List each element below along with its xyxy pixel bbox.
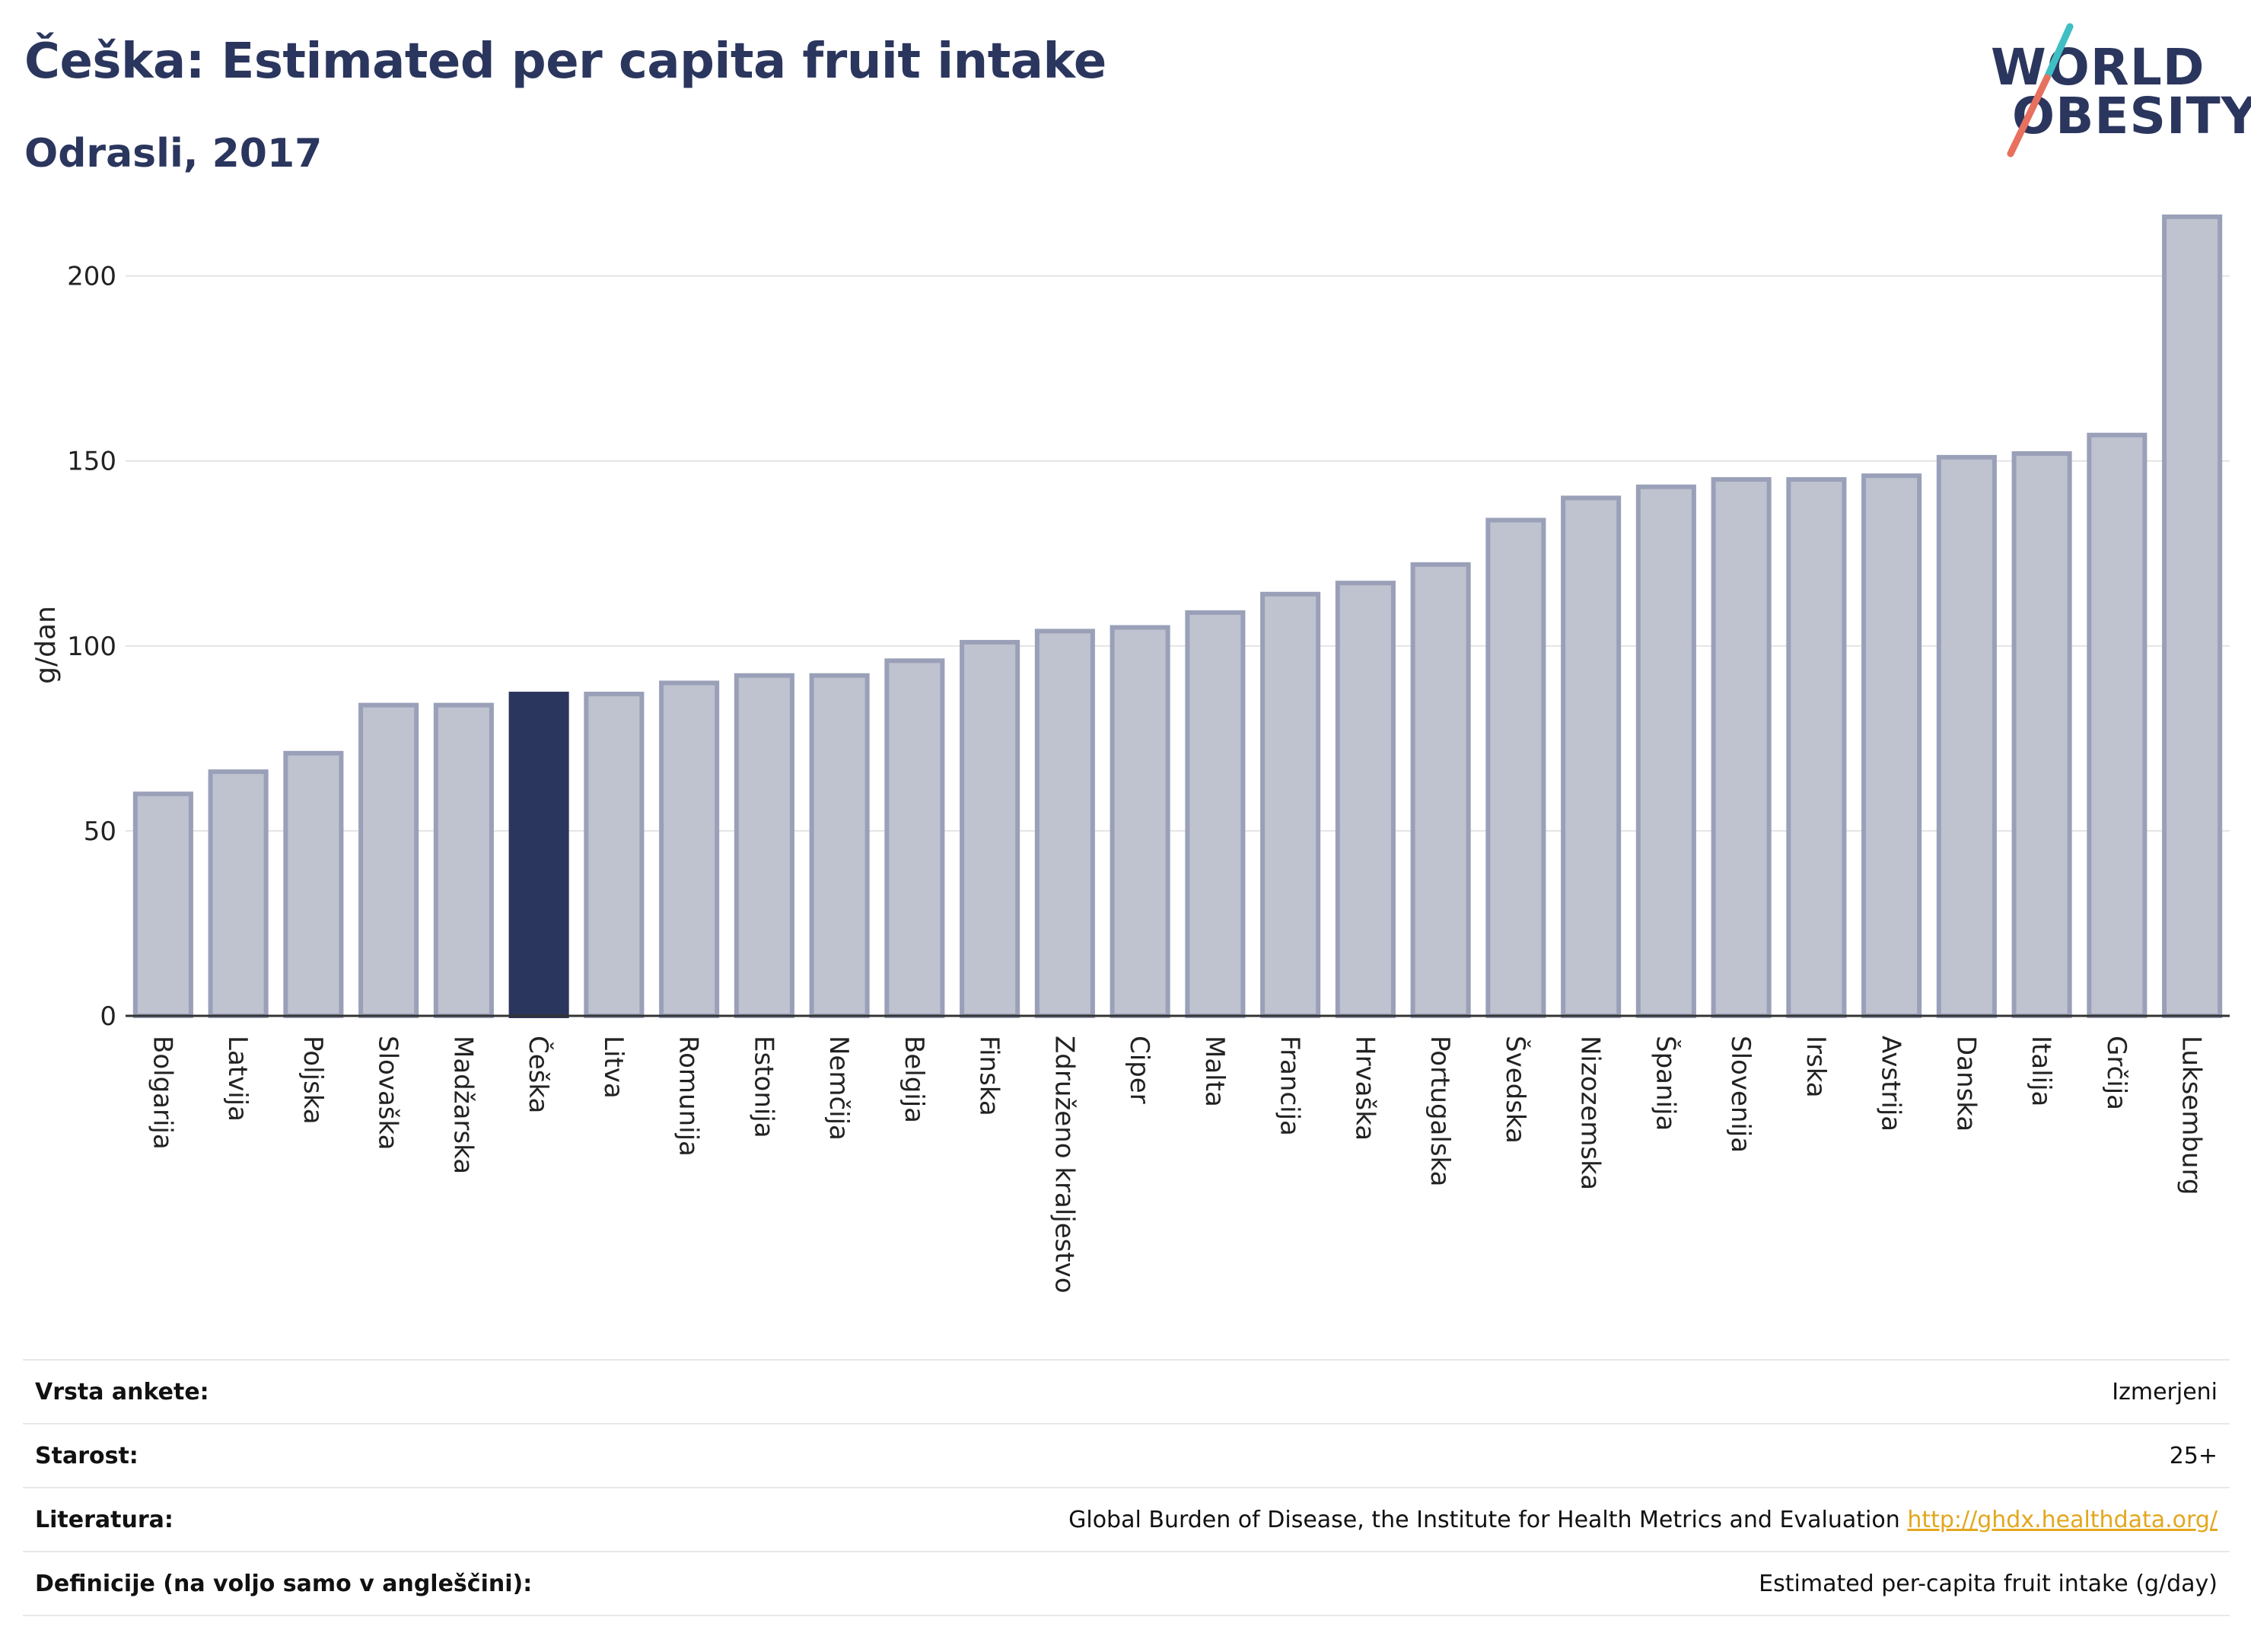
x-tick-label: Ciper	[1124, 1036, 1154, 1104]
meta-value: 25+	[2169, 1442, 2218, 1469]
x-tick-label: Malta	[1199, 1036, 1230, 1107]
bar-21	[1635, 484, 1696, 1018]
meta-value: Estimated per-capita fruit intake (g/day…	[1759, 1570, 2218, 1597]
x-tick-label: Španija	[1650, 1036, 1681, 1131]
bar-19	[1485, 517, 1546, 1018]
x-tick-label: Bolgarija	[147, 1036, 177, 1150]
logo-line-1: WORLD	[1991, 38, 2205, 97]
bar-15	[1185, 610, 1246, 1018]
x-tick-label: Poljska	[298, 1036, 328, 1125]
meta-row-references: Literatura: Global Burden of Disease, th…	[23, 1488, 2230, 1552]
bar-13	[1034, 629, 1095, 1018]
bar-4	[358, 702, 419, 1018]
x-tick-label: Češka	[523, 1036, 554, 1113]
bar-7	[584, 692, 645, 1018]
meta-key: Starost:	[35, 1442, 138, 1469]
chart-subtitle: Odrasli, 2017	[24, 131, 323, 177]
y-tick-label: 0	[100, 1001, 116, 1032]
y-axis-title: g/dan	[30, 606, 62, 684]
chart-title: Češka: Estimated per capita fruit intake	[24, 33, 1106, 90]
x-tick-label: Luksemburg	[2176, 1036, 2207, 1195]
x-tick-label: Francija	[1275, 1036, 1305, 1136]
x-tick-label: Portugalska	[1425, 1036, 1455, 1186]
bar-5	[433, 702, 494, 1018]
bar-22	[1711, 477, 1772, 1018]
x-tick-label: Hrvaška	[1349, 1036, 1380, 1141]
meta-key: Vrsta ankete:	[35, 1378, 209, 1405]
x-tick-label: Slovaška	[373, 1036, 403, 1150]
metadata-table: Vrsta ankete: Izmerjeni Starost: 25+ Lit…	[23, 1359, 2230, 1616]
bar-24	[1861, 473, 1922, 1018]
bar-14	[1110, 625, 1170, 1018]
x-tick-label: Združeno kraljestvo	[1049, 1036, 1079, 1294]
y-tick-label: 200	[67, 262, 116, 292]
meta-row-age: Starost: 25+	[23, 1424, 2230, 1488]
x-tick-label: Irska	[1800, 1036, 1831, 1098]
bar-26	[2011, 451, 2072, 1018]
y-tick-label: 150	[67, 447, 116, 477]
x-tick-label: Latvija	[222, 1036, 253, 1122]
source-link[interactable]: http://ghdx.healthdata.org/	[1907, 1506, 2218, 1533]
meta-key: Literatura:	[35, 1506, 174, 1533]
bar-16	[1260, 591, 1321, 1018]
bar-1	[132, 791, 193, 1018]
bar-25	[1936, 454, 1997, 1018]
x-tick-label: Nemčija	[823, 1036, 854, 1141]
x-tick-labels: Bolgarija Latvija Poljska Slovaška Madžarska…	[147, 1036, 2206, 1294]
bar-17	[1335, 581, 1396, 1018]
bar-10	[809, 673, 870, 1018]
x-tick-label: Belgija	[899, 1036, 929, 1123]
bar-11	[884, 658, 945, 1019]
meta-row-definitions: Definicije (na voljo samo v angleščini):…	[23, 1552, 2230, 1616]
logo-line-2: OBESITY	[2012, 87, 2251, 145]
x-tick-label: Estonija	[748, 1036, 778, 1138]
bar-3	[283, 750, 344, 1018]
logo-slash-icon	[2007, 23, 2074, 158]
bar-2	[208, 769, 269, 1019]
meta-row-survey-type: Vrsta ankete: Izmerjeni	[23, 1361, 2230, 1424]
bar-28	[2162, 214, 2223, 1019]
y-tick-label: 100	[67, 632, 116, 662]
x-tick-label: Avstrija	[1876, 1036, 1906, 1132]
x-tick-label: Finska	[974, 1036, 1005, 1116]
x-tick-label: Nizozemska	[1575, 1036, 1606, 1190]
bar-chart: 0 50 100 150 200 Bolgarija Latvija Poljska Slov…	[30, 214, 2230, 1294]
bar-8	[659, 680, 720, 1018]
world-obesity-logo: WORLD OBESITY	[1979, 23, 2251, 160]
y-tick-labels: 0 50 100 150 200	[67, 262, 116, 1032]
bar-27	[2087, 432, 2148, 1018]
bar-6	[508, 692, 569, 1018]
x-tick-label: Grčija	[2101, 1036, 2132, 1110]
x-tick-label: Slovenija	[1725, 1036, 1756, 1153]
y-tick-label: 50	[84, 816, 116, 847]
meta-key: Definicije (na voljo samo v angleščini):	[35, 1570, 533, 1597]
bar-9	[734, 673, 794, 1018]
meta-value: Global Burden of Disease, the Institute …	[1068, 1506, 1900, 1533]
bar-23	[1786, 477, 1847, 1018]
x-tick-label: Danska	[1950, 1036, 1981, 1132]
bar-12	[960, 639, 1020, 1018]
bar-20	[1561, 495, 1622, 1018]
bar-18	[1410, 562, 1471, 1018]
x-tick-label: Švedska	[1500, 1036, 1531, 1144]
bars	[132, 214, 2223, 1019]
x-tick-label: Madžarska	[447, 1036, 478, 1174]
x-tick-label: Litva	[598, 1036, 629, 1099]
x-tick-label: Romunija	[673, 1036, 704, 1157]
meta-value: Izmerjeni	[2112, 1378, 2218, 1405]
meta-value-group: Global Burden of Disease, the Institute …	[1068, 1507, 2218, 1533]
x-tick-label: Italija	[2026, 1036, 2056, 1106]
